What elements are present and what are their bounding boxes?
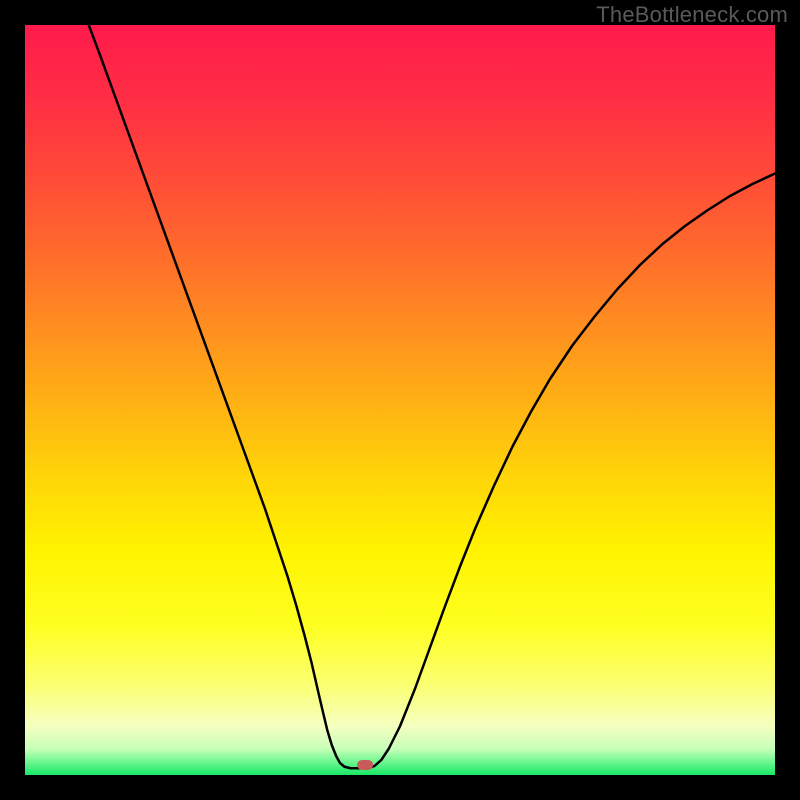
watermark-text: TheBottleneck.com bbox=[596, 2, 788, 28]
bottleneck-curve bbox=[89, 25, 775, 768]
optimal-point-marker bbox=[357, 760, 373, 770]
plot-area bbox=[25, 25, 775, 775]
curve-layer bbox=[25, 25, 775, 775]
